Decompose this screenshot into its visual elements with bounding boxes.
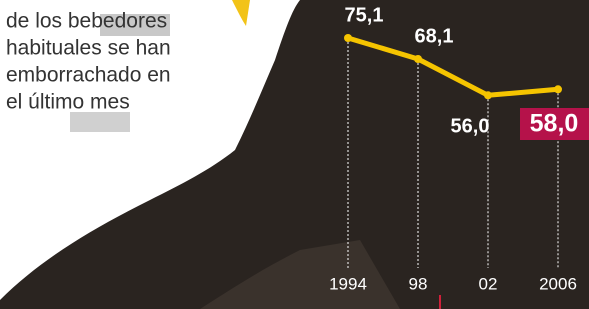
- annotation-line: el último mes: [6, 91, 130, 114]
- annotation-line: de los bebedores: [6, 10, 167, 33]
- x-tick-label: 1994: [329, 274, 367, 293]
- annotation-line: emborrachado en: [6, 64, 171, 87]
- annotation-line: habituales se han: [6, 37, 171, 60]
- value-label: 58,0: [530, 110, 579, 138]
- x-tick-label: 02: [479, 274, 498, 293]
- highlight: [70, 112, 130, 132]
- x-tick-label: 2006: [539, 274, 577, 293]
- infographic: de los bebedores habituales se han emborra…: [0, 0, 589, 309]
- x-tick-label: 98: [409, 274, 428, 293]
- value-label: 75,1: [345, 4, 384, 26]
- point: [344, 34, 352, 42]
- value-label: 56,0: [451, 116, 490, 138]
- point: [554, 85, 562, 93]
- point: [414, 55, 422, 63]
- value-label: 68,1: [415, 25, 454, 47]
- point: [484, 91, 492, 99]
